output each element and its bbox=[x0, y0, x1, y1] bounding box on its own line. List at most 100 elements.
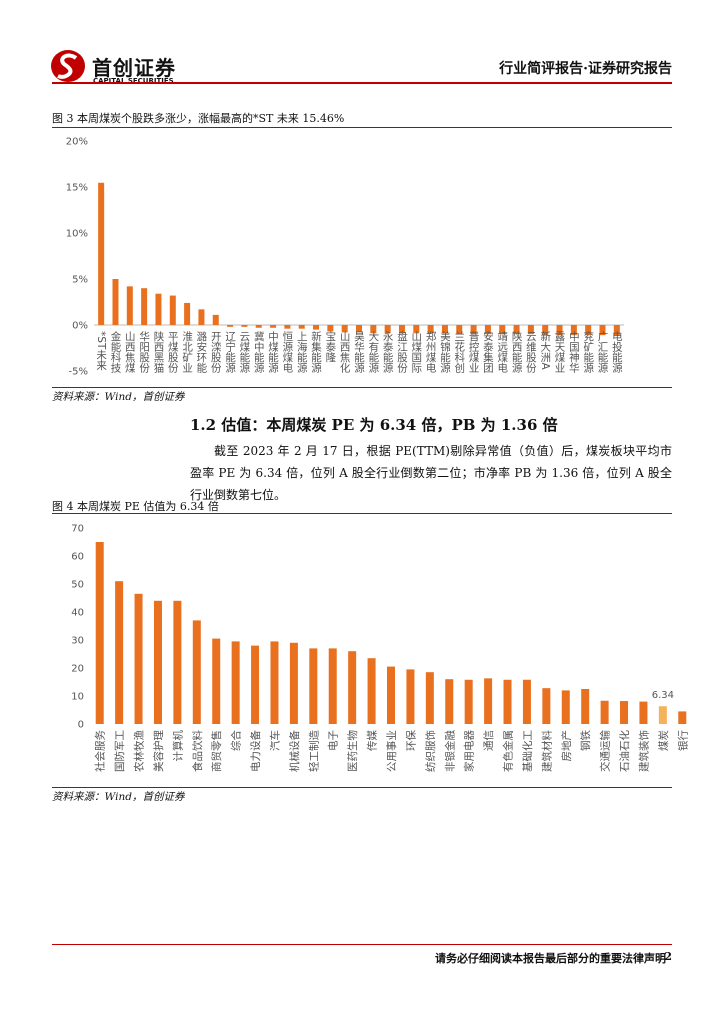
x-tick-label: 综合 bbox=[230, 730, 243, 752]
x-tick-label: 房地产 bbox=[560, 730, 573, 762]
x-tick-label: 建筑装饰 bbox=[637, 730, 650, 772]
logo-cn: 首创证券 bbox=[92, 56, 176, 80]
x-tick-label: 上海能源 bbox=[296, 331, 308, 374]
bar bbox=[542, 325, 549, 336]
logo-icon bbox=[51, 50, 85, 82]
x-tick-label: 云煤能源 bbox=[238, 331, 250, 374]
x-tick-label: 晋控煤业 bbox=[468, 331, 480, 373]
bar bbox=[341, 325, 348, 333]
x-tick-label: 计算机 bbox=[171, 730, 184, 762]
bar bbox=[441, 325, 448, 334]
bar bbox=[445, 679, 454, 724]
x-tick-label: 医药生物 bbox=[346, 730, 359, 772]
bar bbox=[313, 325, 320, 330]
bar bbox=[356, 325, 362, 333]
report-type: 行业简评报告·证券研究报告 bbox=[499, 61, 672, 77]
footer-rule bbox=[52, 944, 672, 945]
bar bbox=[327, 325, 334, 332]
y-tick-label: 40 bbox=[71, 608, 84, 619]
x-tick-label: *ST未来 bbox=[95, 331, 107, 371]
x-tick-label: 郑州煤电 bbox=[425, 330, 437, 373]
x-tick-label: 交通运输 bbox=[599, 730, 612, 772]
x-tick-label: 建筑材料 bbox=[540, 730, 553, 772]
paragraph: 截至 2023 年 2 月 17 日，根据 PE(TTM)剔除异常值（负值）后，… bbox=[190, 444, 672, 502]
x-tick-label: 非银金融 bbox=[443, 730, 456, 772]
bar bbox=[658, 706, 667, 724]
y-tick-label: 15% bbox=[66, 183, 88, 194]
y-tick-label: 0 bbox=[78, 720, 84, 731]
x-tick-label: 大有能源 bbox=[367, 330, 379, 374]
bar bbox=[370, 325, 377, 334]
y-tick-label: 0% bbox=[72, 321, 88, 332]
source-rule bbox=[52, 387, 672, 388]
data-label: 6.34 bbox=[652, 690, 674, 701]
bar bbox=[527, 325, 534, 335]
x-tick-label: 兖矿能源 bbox=[582, 330, 594, 374]
x-tick-label: 电子 bbox=[327, 730, 340, 751]
bar bbox=[284, 325, 291, 329]
x-tick-label: 宝泰隆 bbox=[324, 330, 336, 362]
footer-notice: 请务必仔细阅读本报告最后部分的重要法律声明 bbox=[435, 952, 666, 965]
bar bbox=[198, 309, 205, 325]
y-tick-label: 70 bbox=[71, 524, 84, 535]
x-tick-label: 安泰集团 bbox=[482, 330, 494, 374]
x-tick-label: 电投能源 bbox=[611, 330, 623, 374]
page-number: 2 bbox=[664, 950, 672, 963]
bar bbox=[600, 700, 609, 724]
y-tick-label: -5% bbox=[69, 367, 88, 378]
x-tick-label: 昊华能源 bbox=[353, 331, 365, 374]
x-tick-label: 华阳股份 bbox=[138, 330, 150, 374]
bar bbox=[112, 279, 119, 325]
x-tick-label: 开滦股份 bbox=[210, 331, 222, 374]
x-tick-label: 银行 bbox=[676, 730, 689, 751]
x-tick-label: 冀中能源 bbox=[253, 330, 265, 374]
bar bbox=[270, 325, 277, 328]
x-tick-label: 公用事业 bbox=[385, 730, 398, 772]
x-tick-label: 金能科技 bbox=[109, 330, 121, 374]
x-tick-label: 靖远煤电 bbox=[496, 330, 508, 373]
bar bbox=[585, 325, 592, 336]
x-tick-label: 云维股份 bbox=[525, 331, 537, 374]
bar bbox=[464, 679, 473, 724]
bar bbox=[678, 711, 687, 724]
x-tick-label: 山西焦煤 bbox=[124, 331, 136, 374]
x-tick-label: 食品饮料 bbox=[191, 730, 204, 772]
bar bbox=[227, 325, 234, 327]
y-tick-label: 50 bbox=[71, 580, 84, 591]
chart: 0 10 20 30 40 50 60 70 社会服务 国防军工 农林牧渔 美容护理 计算机 食品饮料 商贸… bbox=[71, 524, 689, 773]
bar bbox=[413, 325, 420, 334]
y-tick-label: 60 bbox=[71, 552, 84, 563]
x-tick-label: 潞安环能 bbox=[195, 330, 207, 374]
x-tick-label: 永泰能源 bbox=[382, 330, 394, 374]
y-tick-label: 20 bbox=[71, 664, 84, 675]
x-tick-label: 商贸零售 bbox=[210, 730, 223, 772]
figure-caption: 图 3 本周煤炭个股跌多涨少，涨幅最高的*ST 未来 15.46% bbox=[52, 112, 345, 125]
x-tick-label: 山煤国际 bbox=[410, 331, 422, 374]
bar bbox=[599, 325, 606, 336]
y-tick-label: 20% bbox=[66, 137, 88, 148]
bar bbox=[328, 648, 337, 724]
bar bbox=[289, 642, 298, 724]
x-tick-label: 兰花科创 bbox=[453, 330, 465, 374]
x-tick-label: 美容护理 bbox=[152, 730, 165, 772]
figure-caption: 图 4 本周煤炭 PE 估值为 6.34 倍 bbox=[52, 500, 219, 513]
bar bbox=[570, 325, 577, 336]
bar bbox=[98, 182, 105, 325]
bar bbox=[270, 641, 279, 724]
bar bbox=[141, 288, 148, 325]
bar bbox=[115, 581, 124, 724]
bar bbox=[153, 600, 162, 724]
bar bbox=[620, 701, 629, 724]
x-tick-label: 社会服务 bbox=[94, 730, 107, 772]
x-tick-label: 机械设备 bbox=[288, 730, 301, 772]
x-tick-label: 家用电器 bbox=[463, 730, 476, 772]
bar bbox=[384, 325, 391, 334]
x-tick-label: 新大洲A bbox=[539, 330, 551, 370]
bar bbox=[134, 593, 143, 724]
x-tick-label: 轻工制造 bbox=[307, 730, 320, 772]
bar bbox=[184, 302, 191, 325]
bar bbox=[348, 651, 357, 724]
x-tick-label: 电力设备 bbox=[249, 730, 262, 772]
bar bbox=[484, 678, 493, 724]
x-tick-label: 农林牧渔 bbox=[133, 730, 146, 772]
